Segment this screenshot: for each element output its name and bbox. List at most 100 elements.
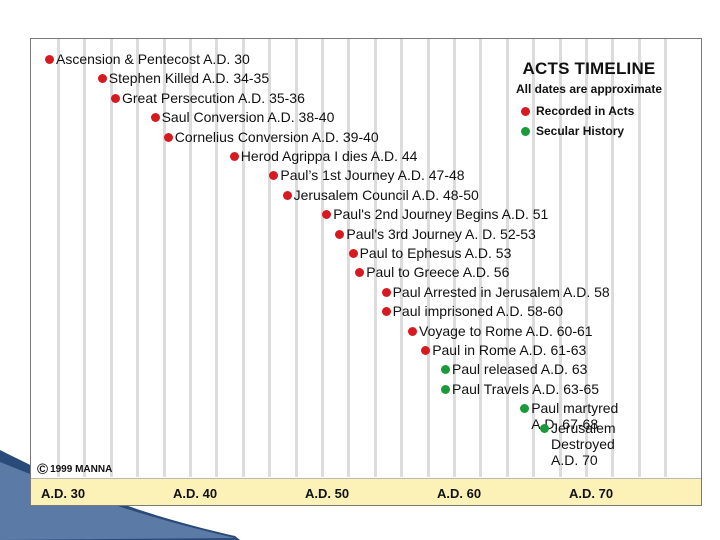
gridlines xyxy=(31,39,701,505)
gridline xyxy=(585,39,588,477)
event-11: Paul to Ephesus A.D. 53 xyxy=(348,245,512,261)
event-9: Paul's 2nd Journey Begins A.D. 51 xyxy=(322,206,548,222)
sweep-shape-light xyxy=(0,462,235,540)
event-marker xyxy=(355,268,365,278)
legend-label: Recorded in Acts xyxy=(536,104,635,118)
event-label: Saul Conversion A.D. 38-40 xyxy=(161,109,335,126)
event-label: Cornelius Conversion A.D. 39-40 xyxy=(174,128,379,145)
event-label: Herod Agrippa I dies A.D. 44 xyxy=(240,148,418,164)
event-label: Ascension & Pentecost A.D. 30 xyxy=(56,51,250,67)
event-1: Ascension & Pentecost A.D. 30 xyxy=(45,51,250,67)
event-marker xyxy=(335,229,345,239)
event-marker xyxy=(97,74,107,84)
x-tick-label: A.D. 60 xyxy=(437,486,482,501)
gridline xyxy=(426,39,430,477)
event-label: Jerusalem Destroyed A.D. 70 xyxy=(551,419,616,468)
copyright-icon: © xyxy=(37,461,49,478)
event-4: Saul Conversion A.D. 38-40 xyxy=(150,109,335,126)
copyright-text: 1999 MANNA xyxy=(50,464,113,475)
gridline xyxy=(268,39,272,477)
event-label: Great Persecution A.D. 35-36 xyxy=(122,89,305,106)
event-18: Paul Travels A.D. 63-65 xyxy=(441,381,599,397)
gridline xyxy=(189,39,192,477)
event-3: Great Persecution A.D. 35-36 xyxy=(111,90,305,106)
event-marker xyxy=(408,326,417,336)
event-label: Paul's 3rd Journey A. D. 52-53 xyxy=(346,225,536,242)
event-14: Paul imprisoned A.D. 58-60 xyxy=(381,303,564,320)
legend-item: Secular History xyxy=(521,121,634,141)
event-marker xyxy=(441,384,450,394)
event-label: Stephen Killed A.D. 34-35 xyxy=(108,70,270,87)
event-label: Jerusalem Council A.D. 48-50 xyxy=(293,186,479,203)
event-20: Jerusalem Destroyed A.D. 70 xyxy=(540,420,616,468)
event-marker xyxy=(421,346,431,355)
event-label: Paul to Ephesus A.D. 53 xyxy=(359,245,512,261)
gridline xyxy=(57,39,60,477)
x-tick-label: A.D. 40 xyxy=(173,486,218,501)
event-13: Paul Arrested in Jerusalem A.D. 58 xyxy=(381,283,610,300)
gridline xyxy=(558,39,562,477)
event-5: Cornelius Conversion A.D. 39-40 xyxy=(163,128,379,145)
event-marker xyxy=(282,190,292,200)
x-tick-label: A.D. 70 xyxy=(569,486,614,501)
event-8: Jerusalem Council A.D. 48-50 xyxy=(282,186,479,203)
legend-item: Recorded in Acts xyxy=(521,101,634,121)
event-label: Paul imprisoned A.D. 58-60 xyxy=(392,303,564,320)
x-tick-label: A.D. 30 xyxy=(41,486,86,501)
event-17: Paul released A.D. 63 xyxy=(441,361,587,377)
chart-header: ACTS TIMELINE All dates are approximate xyxy=(499,59,679,96)
gridline xyxy=(162,39,166,477)
event-marker xyxy=(381,307,391,317)
legend: Recorded in Acts Secular History xyxy=(521,101,634,141)
event-label: Paul in Rome A.D. 61-63 xyxy=(432,342,587,358)
event-12: Paul to Greece A.D. 56 xyxy=(355,264,509,280)
event-marker xyxy=(163,132,173,142)
chart-subtitle: All dates are approximate xyxy=(515,82,663,96)
gridline xyxy=(611,39,615,477)
gridline xyxy=(109,39,113,477)
x-tick-label: A.D. 50 xyxy=(305,486,350,501)
gridline xyxy=(321,39,324,477)
gridline xyxy=(664,39,668,477)
event-marker xyxy=(348,249,358,258)
event-6: Herod Agrippa I dies A.D. 44 xyxy=(229,148,418,164)
gridline xyxy=(215,39,219,477)
gridline xyxy=(505,39,509,477)
event-marker xyxy=(150,113,160,123)
event-label: Voyage to Rome A.D. 60-61 xyxy=(419,322,593,339)
event-marker xyxy=(381,287,391,297)
event-2: Stephen Killed A.D. 34-35 xyxy=(97,70,270,87)
gridline xyxy=(373,39,377,477)
event-marker xyxy=(111,93,120,103)
gridline xyxy=(479,39,483,477)
event-10: Paul's 3rd Journey A. D. 52-53 xyxy=(335,225,536,242)
event-marker xyxy=(269,171,279,181)
gridline xyxy=(136,39,140,477)
gridline xyxy=(637,39,641,477)
event-15: Voyage to Rome A.D. 60-61 xyxy=(408,323,593,339)
event-marker xyxy=(540,423,549,433)
legend-marker xyxy=(521,126,530,136)
event-marker xyxy=(520,404,530,414)
event-7: Paul’s 1st Journey A.D. 47-48 xyxy=(269,167,465,184)
event-label: Paul's 2nd Journey Begins A.D. 51 xyxy=(333,206,549,223)
event-marker xyxy=(322,210,332,220)
event-marker xyxy=(229,152,239,161)
gridline xyxy=(347,39,351,477)
gridline xyxy=(83,39,87,477)
event-label: Paul to Greece A.D. 56 xyxy=(366,264,510,281)
chart-title: ACTS TIMELINE xyxy=(522,59,656,78)
legend-marker xyxy=(521,106,530,116)
timeline-chart: A.D. 30 A.D. 40 A.D. 50 A.D. 60 A.D. 70 Asce… xyxy=(30,38,702,506)
event-label: Paul Travels A.D. 63-65 xyxy=(452,380,600,397)
event-marker xyxy=(45,55,54,64)
x-axis: A.D. 30 A.D. 40 A.D. 50 A.D. 60 A.D. 70 xyxy=(31,478,701,505)
gridline xyxy=(453,39,456,477)
gridline xyxy=(241,39,245,477)
event-label: Paul Arrested in Jerusalem A.D. 58 xyxy=(392,283,610,300)
event-label: Paul’s 1st Journey A.D. 47-48 xyxy=(280,167,465,184)
copyright-notice: © 1999 MANNA xyxy=(37,461,112,478)
event-label: Paul released A.D. 63 xyxy=(452,361,588,378)
decorative-sweep xyxy=(0,450,240,540)
